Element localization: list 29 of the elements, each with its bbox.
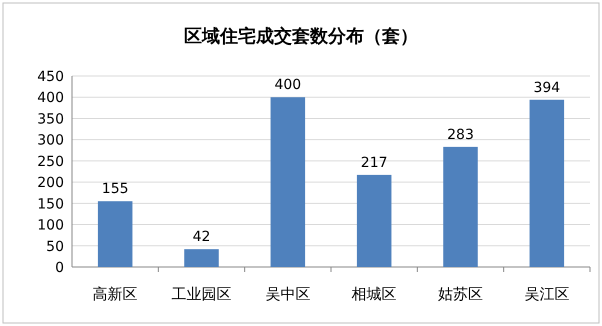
x-tick-label: 吴江区: [524, 285, 570, 303]
x-tick-label: 相城区: [352, 285, 397, 303]
bar: [98, 201, 132, 267]
bar: [443, 146, 478, 267]
x-tick-label: 姑苏区: [438, 285, 483, 303]
x-tick-label: 工业园区: [172, 285, 232, 303]
chart-title: 区域住宅成交套数分布（套）: [184, 26, 418, 47]
y-tick-label: 50: [46, 238, 64, 255]
y-tick-label: 450: [37, 69, 64, 85]
y-tick-label: 150: [37, 196, 64, 212]
y-tick-label: 0: [55, 260, 64, 276]
x-tick-label: 高新区: [92, 285, 138, 303]
bar: [356, 174, 392, 267]
data-label: 394: [533, 80, 560, 96]
data-label: 42: [192, 229, 210, 246]
y-tick-label: 200: [37, 175, 64, 192]
bar: [270, 97, 306, 267]
data-label: 283: [447, 126, 474, 143]
y-tick-label: 250: [37, 154, 64, 170]
y-tick-label: 100: [37, 218, 64, 234]
y-tick-label: 350: [37, 111, 64, 128]
data-label: 217: [360, 154, 388, 171]
x-tick-label: 吴中区: [265, 285, 310, 303]
bar: [530, 100, 564, 267]
data-label: 155: [102, 181, 129, 198]
y-tick-label: 300: [37, 132, 64, 149]
bar: [184, 249, 219, 267]
data-label: 400: [274, 77, 302, 94]
y-tick-label: 400: [37, 90, 64, 106]
